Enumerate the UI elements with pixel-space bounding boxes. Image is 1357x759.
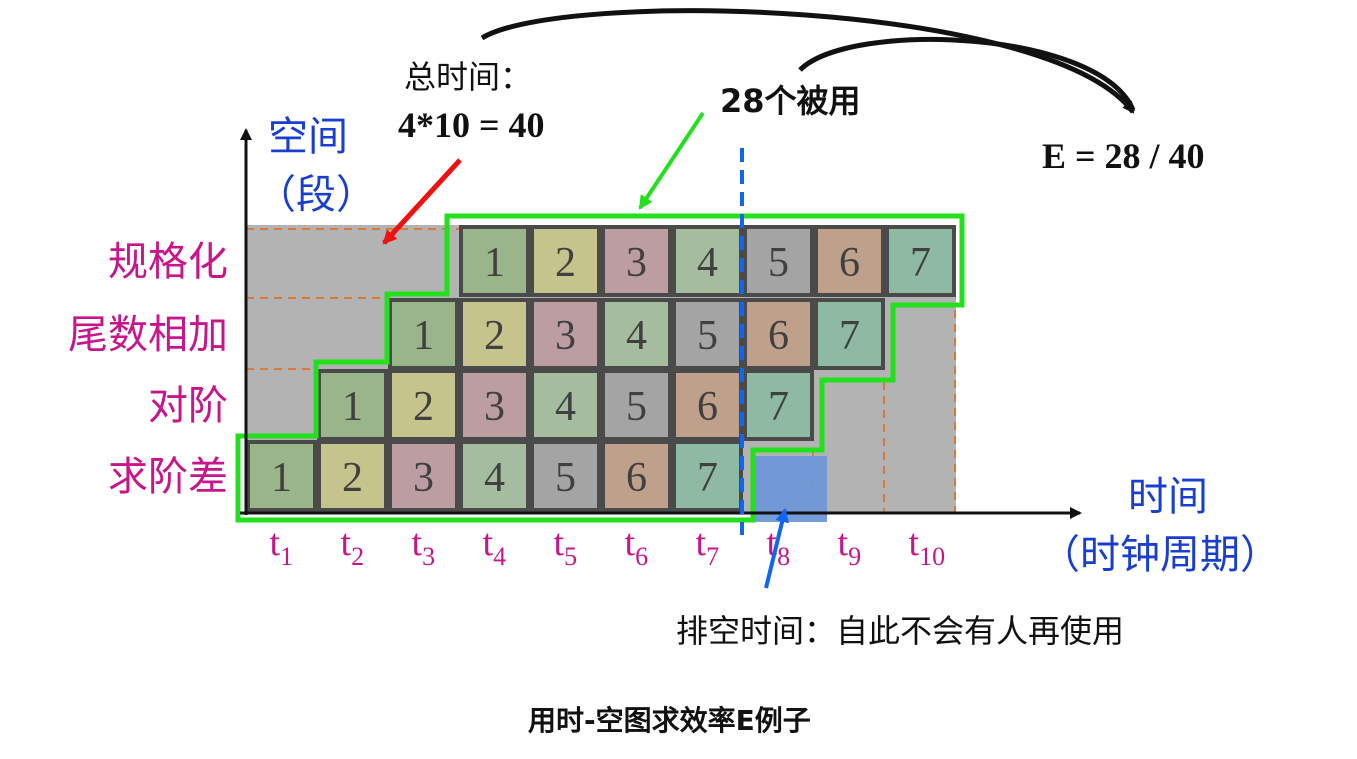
task-cell xyxy=(530,298,601,370)
task-cell-number: 2 xyxy=(484,313,505,359)
x-axis-title-line1: 时间 xyxy=(1128,474,1208,520)
stage-label: 规格化 xyxy=(108,239,228,285)
task-cell xyxy=(459,298,530,370)
task-cell xyxy=(459,440,530,512)
task-cell xyxy=(317,440,388,512)
used-count-label: 28个被用 xyxy=(720,82,861,120)
task-cell-number: 2 xyxy=(342,455,363,501)
drain-box xyxy=(755,456,827,522)
task-cell-number: 5 xyxy=(626,384,647,430)
task-cell xyxy=(885,225,956,297)
task-cell-number: 4 xyxy=(626,313,647,359)
task-cell-number: 7 xyxy=(697,455,718,501)
task-cell-number: 4 xyxy=(555,384,576,430)
task-cell xyxy=(388,369,459,441)
task-cell xyxy=(743,225,814,297)
task-cell xyxy=(743,369,814,441)
task-cell xyxy=(601,298,672,370)
task-cell xyxy=(530,369,601,441)
task-cell xyxy=(601,440,672,512)
curve-arrow-from-used xyxy=(798,37,1136,111)
stage-label: 尾数相加 xyxy=(68,312,228,358)
task-cell-number: 5 xyxy=(768,240,789,286)
task-cell xyxy=(672,369,743,441)
task-cell xyxy=(601,225,672,297)
task-cell-number: 4 xyxy=(484,455,505,501)
task-cell-number: 6 xyxy=(626,455,647,501)
drain-time-label: 排空时间：自此不会有人再使用 xyxy=(676,612,1124,650)
task-cell-number: 7 xyxy=(839,313,860,359)
task-cell-number: 6 xyxy=(768,313,789,359)
task-cell-number: 2 xyxy=(555,240,576,286)
task-cell xyxy=(317,369,388,441)
time-tick-label: t7 xyxy=(696,522,720,571)
task-cell-number: 2 xyxy=(413,384,434,430)
time-tick-label: t1 xyxy=(270,522,294,571)
task-cell xyxy=(814,225,885,297)
total-time-formula: 4*10 = 40 xyxy=(398,105,545,145)
task-cell xyxy=(814,298,885,370)
curve-arrow-from-total xyxy=(480,8,1136,114)
task-cell xyxy=(672,298,743,370)
task-cell xyxy=(459,369,530,441)
task-cell-number: 3 xyxy=(484,384,505,430)
x-axis-title-line2: （时钟周期） xyxy=(1040,532,1280,578)
task-cell-number: 3 xyxy=(626,240,647,286)
task-cell-number: 6 xyxy=(697,384,718,430)
task-cell-number: 1 xyxy=(484,240,505,286)
task-cell xyxy=(388,440,459,512)
task-cell-number: 1 xyxy=(342,384,363,430)
task-cell-number: 5 xyxy=(555,455,576,501)
time-tick-label: t8 xyxy=(767,522,791,571)
stage-label: 对阶 xyxy=(148,383,228,429)
task-cell xyxy=(530,440,601,512)
task-cell xyxy=(246,440,317,512)
task-cell-number: 5 xyxy=(697,313,718,359)
green-arrow xyxy=(638,111,705,210)
time-tick-label: t10 xyxy=(909,522,946,571)
task-cell xyxy=(459,225,530,297)
time-tick-label: t6 xyxy=(625,522,649,571)
efficiency-formula: E = 28 / 40 xyxy=(1042,136,1205,176)
task-cell xyxy=(530,225,601,297)
time-tick-label: t2 xyxy=(341,522,365,571)
figure-caption: 用时-空图求效率E例子 xyxy=(528,704,811,737)
task-cell-number: 7 xyxy=(768,384,789,430)
dashed-guides xyxy=(246,228,956,513)
task-cell-number: 3 xyxy=(555,313,576,359)
time-tick-label: t9 xyxy=(838,522,862,571)
y-axis-title-line1: 空间 xyxy=(268,114,348,160)
task-cell xyxy=(601,369,672,441)
task-cell-number: 6 xyxy=(839,240,860,286)
time-tick-label: t3 xyxy=(412,522,436,571)
time-tick-labels: t1 t2 t3 t4 t5 t6 t7 t8 t9 t10 xyxy=(270,522,946,571)
used-outline xyxy=(235,213,965,523)
task-cell xyxy=(388,298,459,370)
task-cell-number: 3 xyxy=(413,455,434,501)
task-cells: 1 2 3 4 5 6 7 1 2 3 4 5 6 7 1 2 3 4 5 6 7 1 2 3 4 5 6 7 xyxy=(246,225,956,512)
task-cell-number: 4 xyxy=(697,240,718,286)
task-cell-number: 1 xyxy=(271,455,292,501)
time-tick-label: t5 xyxy=(554,522,578,571)
task-cell xyxy=(672,440,743,512)
y-axis-title-line2: （段） xyxy=(256,172,376,218)
task-cell xyxy=(743,298,814,370)
red-arrow xyxy=(382,158,462,245)
task-cell-number: 1 xyxy=(413,313,434,359)
task-cell-number: 7 xyxy=(910,240,931,286)
blue-arrow xyxy=(764,508,789,589)
total-time-label: 总时间： xyxy=(404,58,532,96)
task-cell xyxy=(672,225,743,297)
time-tick-label: t4 xyxy=(483,522,507,571)
stage-label: 求阶差 xyxy=(108,454,228,500)
